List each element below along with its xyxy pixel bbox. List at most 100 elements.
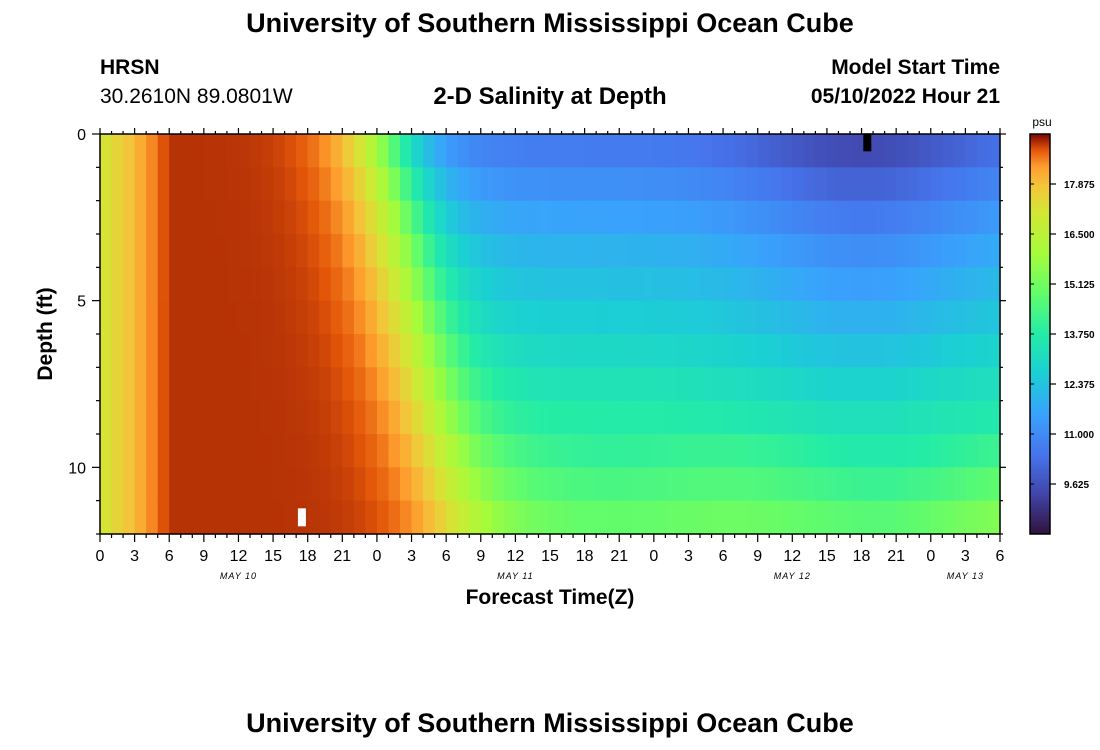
heatmap-cell	[446, 467, 459, 502]
heatmap-cell	[630, 400, 643, 435]
heatmap-cell	[619, 167, 632, 202]
heatmap-cell	[942, 400, 955, 435]
heatmap-cell	[457, 500, 470, 535]
heatmap-cell	[250, 367, 263, 402]
heatmap-cell	[792, 367, 805, 402]
heatmap-cell	[942, 367, 955, 402]
heatmap-cell	[919, 434, 932, 468]
heatmap-cell	[169, 234, 182, 268]
heatmap-cell	[619, 400, 632, 435]
x-date-label: MAY 11	[497, 571, 534, 581]
heatmap-cell	[711, 300, 724, 335]
heatmap-cell	[296, 367, 309, 402]
heatmap-cell	[169, 400, 182, 435]
heatmap-cell	[665, 400, 678, 435]
heatmap-cell	[826, 134, 840, 168]
heatmap-cell	[803, 200, 816, 235]
heatmap-cell	[838, 167, 851, 202]
heatmap-cell	[307, 467, 320, 502]
heatmap-cell	[365, 134, 378, 168]
heatmap-cell	[423, 267, 436, 302]
heatmap-cell	[400, 400, 413, 435]
heatmap-cell	[769, 467, 782, 502]
x-tick-label: 21	[887, 548, 905, 565]
heatmap-cell	[757, 434, 770, 468]
heatmap-cell	[734, 200, 747, 235]
heatmap-cell	[653, 167, 666, 202]
heatmap-cell	[803, 400, 816, 435]
colorbar-tick-label: 16.500	[1064, 230, 1095, 241]
heatmap-cell	[226, 400, 240, 435]
heatmap-cell	[388, 500, 401, 535]
heatmap-cell	[838, 467, 851, 502]
heatmap-cell	[319, 134, 332, 168]
heatmap-cell	[111, 467, 124, 502]
heatmap-cell	[711, 234, 724, 268]
heatmap-cell	[157, 500, 170, 535]
heatmap-cell	[469, 167, 482, 202]
heatmap-cell	[700, 400, 713, 435]
heatmap-cell	[757, 267, 770, 302]
heatmap-cell	[134, 467, 147, 502]
heatmap-cell	[111, 434, 124, 468]
heatmap-cell	[550, 200, 563, 235]
heatmap-cell	[896, 334, 909, 368]
heatmap-cell	[261, 334, 274, 368]
heatmap-cell	[261, 500, 274, 535]
heatmap-cell	[411, 500, 424, 535]
heatmap-cell	[642, 234, 655, 268]
heatmap-cell	[688, 200, 701, 235]
heatmap-cell	[215, 300, 228, 335]
heatmap-cell	[596, 334, 609, 368]
heatmap-cell	[873, 500, 886, 535]
salinity-heatmap-chart: 0 5 10 0 3 6 9 12 15 18 21 0 3 6 9 12 15 18 21 0 3 6 9 12 15 18 2…	[34, 115, 1095, 609]
heatmap-cell	[573, 500, 586, 535]
heatmap-cell	[976, 500, 990, 535]
heatmap-cell	[676, 467, 690, 502]
heatmap-cell	[826, 267, 840, 302]
heatmap-cell	[607, 134, 620, 168]
heatmap-cell	[492, 434, 505, 468]
heatmap-cell	[550, 267, 563, 302]
heatmap-cell	[330, 400, 343, 435]
heatmap-cell	[815, 367, 828, 402]
heatmap-cell	[619, 434, 632, 468]
heatmap-cell	[619, 200, 632, 235]
heatmap-cell	[665, 334, 678, 368]
heatmap-cell	[896, 200, 909, 235]
heatmap-cell	[746, 200, 759, 235]
heatmap-cell	[192, 467, 205, 502]
heatmap-cell	[584, 200, 597, 235]
heatmap-cell	[446, 134, 459, 168]
heatmap-cell	[480, 467, 493, 502]
heatmap-cell	[192, 367, 205, 402]
heatmap-cell	[642, 467, 655, 502]
heatmap-cell	[988, 200, 1001, 235]
heatmap-cell	[780, 500, 793, 535]
heatmap-cell	[976, 434, 990, 468]
colorbar-tick-label: 13.750	[1064, 330, 1095, 341]
heatmap-cell	[919, 267, 932, 302]
heatmap-cell	[630, 267, 643, 302]
heatmap-cell	[596, 267, 609, 302]
x-axis-label: Forecast Time(Z)	[466, 586, 635, 609]
heatmap-cell	[226, 234, 240, 268]
heatmap-cell	[873, 434, 886, 468]
heatmap-cell	[953, 500, 966, 535]
heatmap-cell	[700, 367, 713, 402]
heatmap-cell	[469, 300, 482, 335]
heatmap-cell	[423, 300, 436, 335]
heatmap-cell	[642, 167, 655, 202]
heatmap-cell	[700, 267, 713, 302]
heatmap-cell	[480, 434, 493, 468]
heatmap-cell	[688, 167, 701, 202]
heatmap-cell	[446, 300, 459, 335]
heatmap-cell	[780, 167, 793, 202]
heatmap-cell	[342, 400, 355, 435]
heatmap-cell	[988, 434, 1001, 468]
heatmap-cell	[873, 234, 886, 268]
x-tick-label: 3	[961, 548, 970, 565]
heatmap-cell	[203, 300, 216, 335]
heatmap-cell	[261, 434, 274, 468]
heatmap-cell	[203, 267, 216, 302]
